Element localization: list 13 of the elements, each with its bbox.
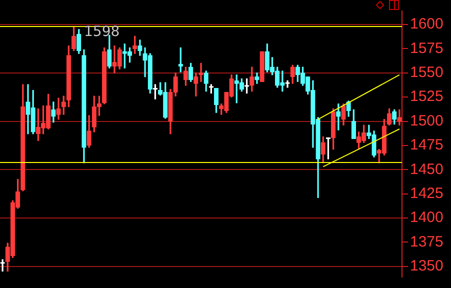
y-tick-label: 1450 <box>410 160 444 178</box>
ref-line-label: 1598 <box>84 24 120 40</box>
y-tick-label: 1425 <box>410 184 444 202</box>
y-tick-label: 1575 <box>410 40 444 57</box>
y-tick-label: 1600 <box>410 16 444 33</box>
y-tick-label: 1375 <box>410 233 444 250</box>
y-tick-label: 1400 <box>410 209 444 226</box>
y-tick-label: 1350 <box>410 258 444 274</box>
y-tick-label: 1525 <box>410 88 444 106</box>
candlestick <box>0 259 5 272</box>
y-tick-label: 1475 <box>410 136 444 154</box>
y-tick-label: 1500 <box>410 112 444 130</box>
y-tick-label: 1550 <box>410 64 444 82</box>
